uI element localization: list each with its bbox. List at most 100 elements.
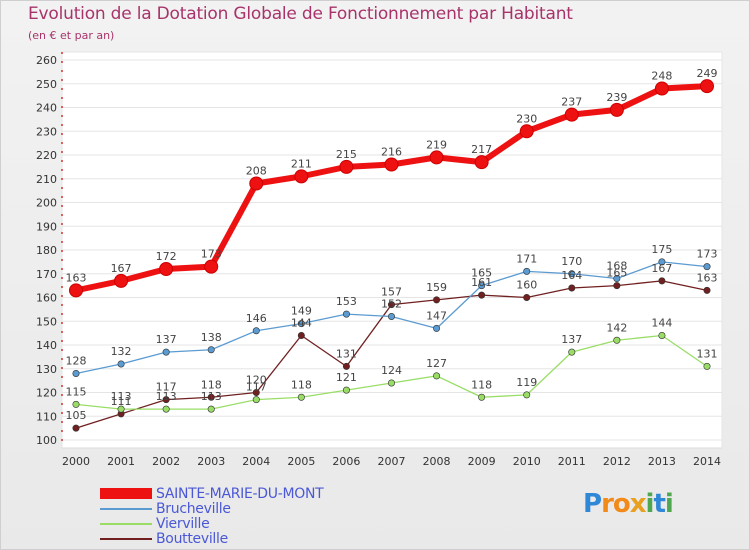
data-label: 161 [471,276,492,289]
data-label: 138 [201,331,222,344]
data-label: 160 [516,279,537,292]
data-label: 121 [336,371,357,384]
data-point [162,396,170,404]
legend-swatch [100,507,152,510]
data-label: 157 [381,286,402,299]
data-label: 119 [516,376,537,389]
chart-title: Evolution de la Dotation Globale de Fonc… [28,4,573,24]
data-label: 132 [111,345,132,358]
logo-letter: o [612,489,631,519]
data-point [703,286,711,294]
x-tick-label: 2010 [513,455,541,468]
y-tick-label: 180 [36,244,57,257]
legend-label: Vierville [156,515,210,532]
y-tick-label: 210 [36,173,57,186]
data-point [339,159,354,174]
y-tick-label: 230 [36,125,57,138]
data-point [613,282,621,290]
y-tick-label: 260 [36,54,57,67]
data-label: 128 [66,355,87,368]
data-point [568,270,576,278]
data-point [613,274,621,282]
data-point [387,379,395,387]
data-point [207,393,215,401]
y-tick-label: 130 [36,363,57,376]
logo-letter: P [583,489,602,519]
data-label: 153 [336,295,357,308]
data-label: 239 [606,91,627,104]
data-label: 146 [246,312,267,325]
data-point [252,388,260,396]
legend-item-brucheville[interactable]: Brucheville [100,501,323,517]
legend-swatch [100,488,152,499]
data-label: 131 [697,347,718,360]
x-tick-label: 2011 [558,455,586,468]
data-label: 237 [561,96,582,109]
data-label: 167 [651,262,672,275]
y-tick-label: 170 [36,268,57,281]
data-point [72,424,80,432]
data-label: 117 [246,381,267,394]
data-point [478,282,486,290]
data-label: 163 [697,271,718,284]
data-point [204,259,219,274]
data-label: 170 [561,255,582,268]
legend-label: Boutteville [156,530,228,547]
data-point [700,79,714,94]
data-point [387,301,395,309]
data-point [658,277,666,285]
legend-item-vierville[interactable]: Vierville [100,515,323,532]
x-tick-label: 2006 [332,455,360,468]
data-label: 230 [516,112,537,125]
data-label: 165 [606,267,627,280]
x-tick-label: 2007 [378,455,406,468]
legend-item-boutteville[interactable]: Boutteville [100,530,323,547]
data-label: 137 [561,333,582,346]
data-point [478,393,486,401]
data-point [523,267,531,275]
data-point [342,362,350,370]
x-tick-label: 2000 [62,455,90,468]
x-tick-label: 2008 [423,455,451,468]
data-point [162,348,170,356]
data-point [159,262,174,276]
data-label: 120 [246,374,267,387]
data-label: 249 [697,67,718,80]
logo-letter: r [601,489,614,519]
y-tick-label: 150 [36,315,57,328]
y-tick-label: 200 [36,197,57,210]
x-tick-label: 2009 [468,455,496,468]
data-point [297,393,305,401]
chart-subtitle: (en € et par an) [28,29,115,42]
proxiti-logo[interactable]: Proxiti [583,489,674,519]
data-point [252,396,260,404]
data-point [613,336,621,344]
data-label: 149 [291,305,312,318]
legend-item-sainte-marie-du-mont[interactable]: SAINTE-MARIE-DU-MONT [100,486,324,502]
data-point [117,405,125,413]
data-label: 137 [156,333,177,346]
data-label: 118 [291,378,312,391]
x-tick-label: 2012 [603,455,631,468]
data-label: 113 [201,390,222,403]
data-label: 111 [111,395,132,408]
logo-letter: t [653,489,665,519]
data-label: 159 [426,281,447,294]
data-label: 217 [471,143,492,156]
x-tick-label: 2004 [242,455,270,468]
data-point [297,331,305,339]
data-point [433,324,441,332]
data-point [297,320,305,328]
data-label: 124 [381,364,402,377]
data-label: 219 [426,138,447,151]
data-label: 144 [651,317,672,330]
y-tick-label: 120 [36,387,57,400]
data-label: 248 [651,70,672,83]
data-label: 167 [111,262,132,275]
y-tick-label: 110 [36,410,57,423]
data-point [433,372,441,380]
data-label: 115 [66,385,87,398]
data-label: 118 [471,378,492,391]
